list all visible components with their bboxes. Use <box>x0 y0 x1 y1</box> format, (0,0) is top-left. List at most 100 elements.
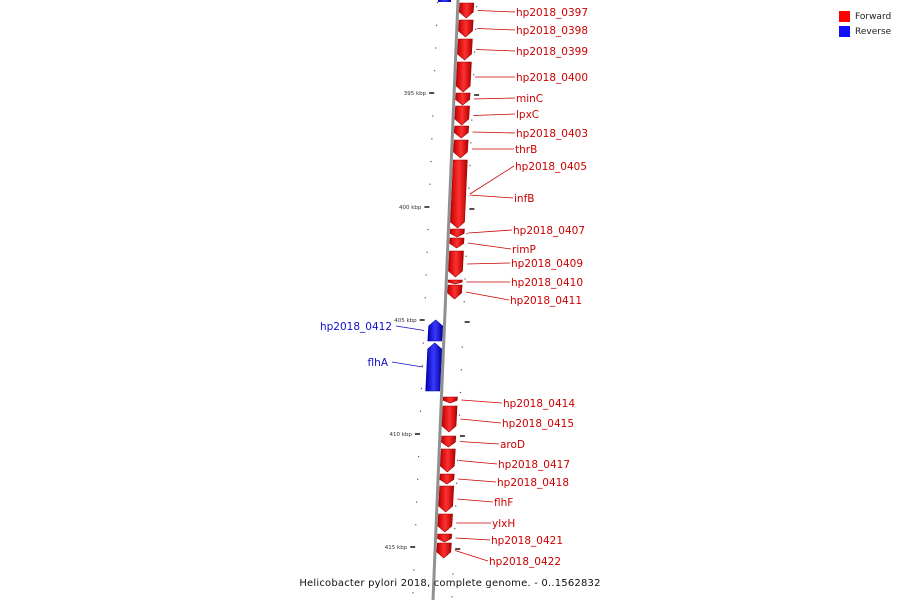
gene-arrow-hp2018_0414[interactable] <box>442 396 458 404</box>
minor-tick <box>417 478 419 480</box>
minor-tick <box>459 391 462 394</box>
gene-arrow-hp2018_0407[interactable] <box>449 228 465 238</box>
gene-label[interactable]: aroD <box>500 439 525 451</box>
gene-label[interactable]: ylxH <box>492 518 515 530</box>
gene-label[interactable]: hp2018_0412 <box>320 321 392 333</box>
minor-tick <box>415 524 417 526</box>
gene-arrow-minC[interactable] <box>455 92 471 106</box>
gene-label[interactable]: hp2018_0414 <box>503 398 575 410</box>
leader-line <box>457 498 494 503</box>
gene-arrow-hp2018_0398[interactable] <box>458 19 474 38</box>
gene-arrow-lpxC[interactable] <box>454 105 470 126</box>
minor-tick <box>418 456 420 458</box>
minor-tick <box>436 2 439 4</box>
leader-line <box>461 399 503 404</box>
leader-line <box>391 361 423 368</box>
minor-tick <box>454 528 456 530</box>
gene-label[interactable]: hp2018_0411 <box>510 295 582 307</box>
minor-tick <box>464 278 466 280</box>
tick-label: 410 kbp <box>389 432 412 438</box>
gene-label[interactable]: infB <box>514 193 534 205</box>
gene-label[interactable]: hp2018_0409 <box>511 258 583 270</box>
legend-reverse-swatch <box>839 26 850 37</box>
minor-tick <box>429 183 431 185</box>
gene-arrow-hp2018_0400[interactable] <box>455 61 472 93</box>
gene-label[interactable]: lpxC <box>516 109 539 121</box>
leader-line <box>460 418 502 424</box>
gene-arrow-hp2018_0422[interactable] <box>436 542 452 559</box>
legend-reverse: Reverse <box>839 24 891 39</box>
gene-label[interactable]: thrB <box>515 144 537 156</box>
gene-arrow-hp2018_0415[interactable] <box>441 405 458 433</box>
gene-label[interactable]: hp2018_0422 <box>489 556 561 568</box>
tick-label: 395 kbp <box>404 91 427 97</box>
gene-arrow-rimP[interactable] <box>449 237 465 249</box>
gene-label[interactable]: hp2018_0421 <box>491 535 563 547</box>
leader-line <box>458 478 497 483</box>
gene-label[interactable]: rimP <box>512 244 536 256</box>
gene-arrow-hp2018_0417[interactable] <box>440 448 456 473</box>
gene-label[interactable]: hp2018_0410 <box>511 277 583 289</box>
leader-line <box>476 28 516 31</box>
minor-tick <box>470 142 472 144</box>
gene-arrow-hp2018_0412[interactable] <box>427 319 443 342</box>
minor-tick <box>463 301 465 303</box>
gene-arrow-hp2018_0405[interactable] <box>450 159 468 229</box>
gene-arrow-hp2018_0411[interactable] <box>447 284 463 300</box>
gene-arrow-hp2018_0409[interactable] <box>448 250 464 278</box>
leader-line <box>477 10 516 13</box>
gene-label[interactable]: flhA <box>368 357 389 369</box>
minor-tick <box>451 596 453 598</box>
minor-tick <box>416 501 418 503</box>
gene-arrow-hp2018_0397[interactable] <box>458 2 475 19</box>
minor-tick <box>425 274 427 276</box>
gene-label[interactable]: hp2018_0407 <box>513 225 585 237</box>
minor-tick <box>434 70 436 72</box>
gene-label[interactable]: hp2018_0418 <box>497 477 569 489</box>
gene-arrow-aroD[interactable] <box>441 435 457 448</box>
legend-forward: Forward <box>839 9 891 24</box>
gene-arrow-thrB[interactable] <box>453 139 469 159</box>
minor-tick <box>452 573 454 575</box>
minor-tick <box>431 138 433 140</box>
leader-line <box>454 550 489 562</box>
minor-tick <box>421 365 423 367</box>
leader-line <box>466 262 511 265</box>
leader-line <box>472 131 516 134</box>
leader-line <box>475 49 516 52</box>
minor-tick <box>465 255 467 257</box>
leader-line <box>458 460 498 465</box>
leader-line <box>395 325 425 331</box>
gene-label[interactable]: hp2018_0400 <box>516 72 588 84</box>
gene-label[interactable]: hp2018_0405 <box>515 161 587 173</box>
leader-line <box>473 97 516 100</box>
gene-label[interactable]: flhF <box>494 497 513 509</box>
gene-arrow-ylxH[interactable] <box>437 513 453 533</box>
minor-tick <box>412 592 414 594</box>
gene-arrow-hp2018_0410[interactable] <box>447 279 463 285</box>
gene-arrow-flhA[interactable] <box>425 342 443 392</box>
minor-tick <box>455 505 457 507</box>
gene-label[interactable]: hp2018_0399 <box>516 46 588 58</box>
gene-arrow-hp2018_0403[interactable] <box>453 125 470 139</box>
legend-forward-swatch <box>839 11 850 22</box>
gene-label[interactable]: hp2018_0417 <box>498 459 570 471</box>
gene-label[interactable]: hp2018_0403 <box>516 128 588 140</box>
gene-label[interactable]: hp2018_0415 <box>502 418 574 430</box>
minor-tick <box>420 387 423 390</box>
minor-tick <box>432 115 434 117</box>
tick-label: 400 kbp <box>399 205 422 211</box>
gene-label[interactable]: minC <box>516 93 543 105</box>
minor-tick <box>426 251 428 253</box>
minor-tick <box>424 297 426 299</box>
leader-line <box>468 229 513 234</box>
gene-arrow-hp2018_0399[interactable] <box>457 38 473 61</box>
gene-arrow-hp2018_0418[interactable] <box>439 473 455 485</box>
gene-label[interactable]: hp2018_0398 <box>516 25 588 37</box>
minor-tick <box>473 74 475 76</box>
gene-label[interactable]: hp2018_0397 <box>516 7 588 19</box>
gene-arrow-hp2018_0421[interactable] <box>437 533 453 543</box>
minor-tick <box>422 342 424 344</box>
gene-arrow-flhF[interactable] <box>438 485 455 513</box>
minor-tick <box>457 460 459 462</box>
